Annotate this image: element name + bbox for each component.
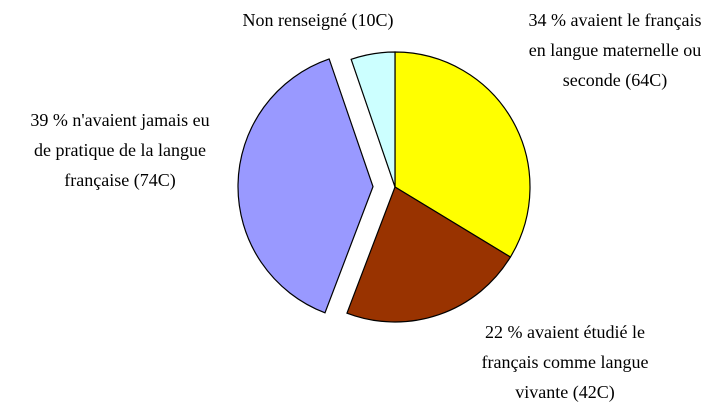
pie-slice [237, 58, 374, 314]
slice-label: 34 % avaient le français en langue mater… [528, 10, 702, 90]
slice-label: Non renseigné (10C) [242, 10, 394, 30]
pie-slice [350, 51, 396, 188]
slice-label: 22 % avaient étudié le français comme la… [481, 322, 649, 402]
pie-slice [346, 186, 512, 323]
slice-label: 39 % n'avaient jamais eu de pratique de … [30, 110, 210, 190]
pie-slice [394, 51, 531, 258]
